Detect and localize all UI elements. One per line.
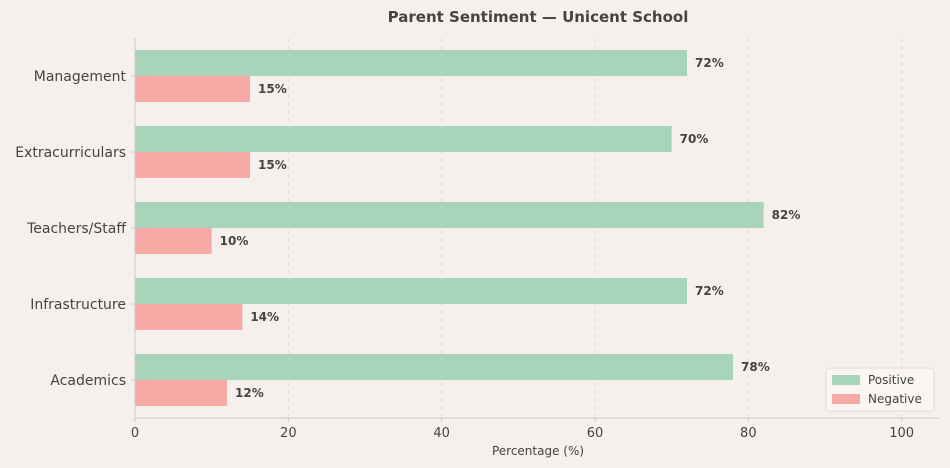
category-label: Teachers/Staff [26,221,126,237]
category-labels: Management Extracurriculars Teachers/Staff… [15,69,126,389]
value-label: 70% [680,132,709,146]
value-label: 72% [695,284,724,298]
legend-label-positive: Positive [868,373,914,387]
bar-negative [135,380,227,406]
bar-negative [135,228,212,254]
bar-negative [135,304,243,330]
category-label: Extracurriculars [15,145,126,161]
x-tick-label: 60 [587,426,604,441]
legend-label-negative: Negative [868,392,922,406]
category-label: Management [34,69,127,85]
x-tick-label: 20 [280,426,297,441]
value-label: 82% [772,208,801,222]
value-labels: 72% 15% 70% 15% 82% 10% 72% 14% 78% 12% [220,56,801,400]
chart-title: Parent Sentiment — Unicent School [388,8,689,26]
bar-positive [135,126,672,152]
bar-positive [135,202,764,228]
x-axis-label: Percentage (%) [492,444,584,458]
legend-swatch-negative [832,394,860,404]
x-tick-label: 80 [740,426,757,441]
value-label: 14% [250,310,279,324]
legend: Positive Negative [825,367,935,412]
bar-positive [135,354,733,380]
x-tick-label: 100 [889,426,914,441]
value-label: 12% [235,386,264,400]
bar-positive [135,278,687,304]
category-label: Infrastructure [30,297,126,313]
value-label: 15% [258,82,287,96]
x-tick-label: 40 [433,426,450,441]
value-label: 10% [220,234,249,248]
value-label: 78% [741,360,770,374]
bar-positive [135,50,687,76]
value-label: 72% [695,56,724,70]
x-tick-labels: 0 20 40 60 80 100 [131,418,914,441]
legend-swatch-positive [832,375,860,385]
axes [131,38,940,419]
x-tick-label: 0 [131,426,139,441]
category-label: Academics [50,373,126,389]
value-label: 15% [258,158,287,172]
bars [135,50,764,406]
bar-negative [135,152,250,178]
bar-negative [135,76,250,102]
